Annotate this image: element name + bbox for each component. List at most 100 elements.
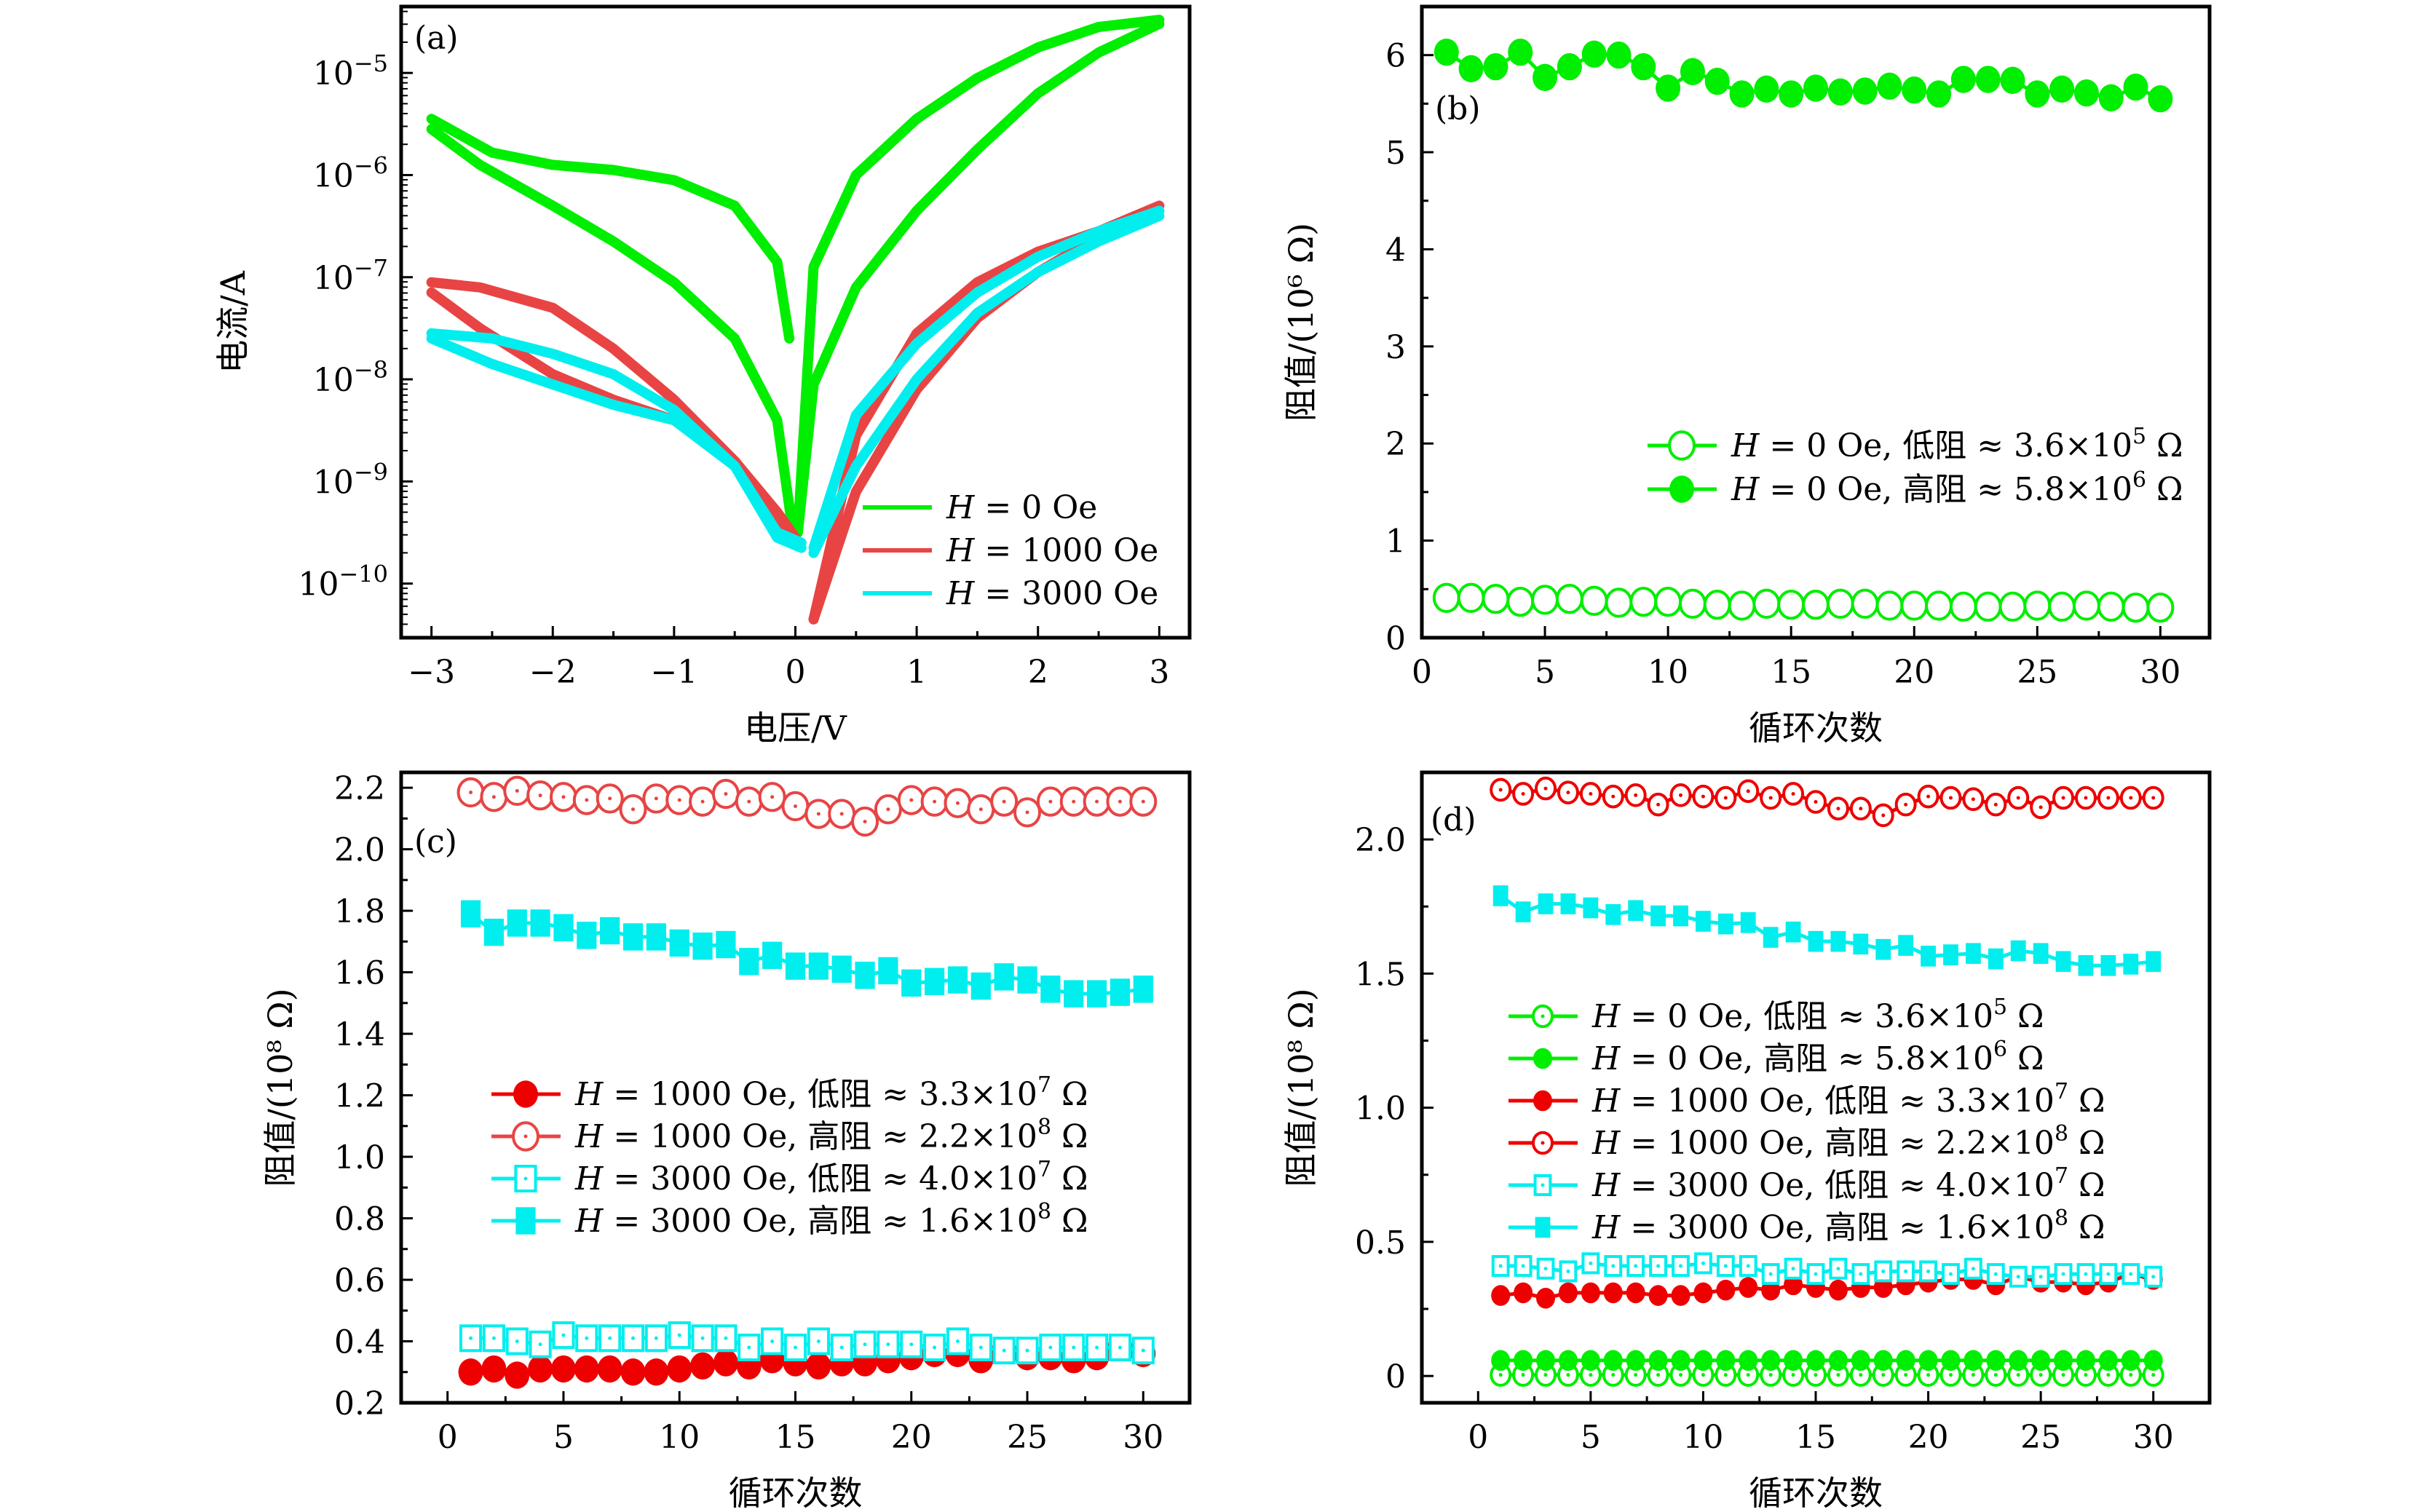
marker-center-dot [1141, 1348, 1145, 1353]
x-tick-label: 0 [786, 654, 806, 691]
x-tick-label: 15 [1795, 1419, 1836, 1456]
iv-curve-h0 [792, 15, 1165, 538]
y-tick-label: 10−5 [313, 50, 388, 92]
marker-filled-square [808, 952, 829, 980]
marker-filled-circle [1536, 1350, 1556, 1372]
marker-center-dot [1072, 799, 1076, 804]
panel-a: −3 −2 −1 0 1 2 3 10−5 10−6 10−7 10−8 10−9 10−10 电压/V 电… [213, 4, 1192, 748]
marker-center-dot [794, 1345, 797, 1350]
marker-center-dot [770, 795, 775, 799]
x-tick-label: 20 [1894, 654, 1934, 691]
marker-filled-circle [1851, 1350, 1870, 1372]
marker-filled-circle [1669, 475, 1694, 503]
marker-center-dot [724, 792, 728, 796]
legend-item: H = 0 Oe, 低阻 ≈ 3.6×105 Ω [1648, 424, 2183, 464]
marker-open-circle [1949, 591, 1977, 622]
marker-center-dot [1589, 1373, 1593, 1377]
marker-center-dot [2061, 1373, 2065, 1377]
marker-open-square-dot [598, 1324, 622, 1353]
marker-filled-circle [1739, 1350, 1758, 1372]
legend-item: H = 0 Oe, 低阻 ≈ 3.6×105 Ω [1508, 994, 2044, 1035]
legend-item: H = 3000 Oe, 低阻 ≈ 4.0×107 Ω [1508, 1163, 2105, 1204]
axis-ticks: 0 5 10 15 20 25 30 0 1 2 3 4 5 6 [1385, 38, 2180, 691]
marker-filled-circle [2143, 1350, 2163, 1372]
marker-filled-square [831, 955, 852, 983]
marker-center-dot [933, 1345, 937, 1350]
marker-center-dot [608, 1336, 612, 1340]
marker-filled-circle [1739, 1277, 1758, 1298]
iv-curve-h3000 [808, 210, 1165, 558]
marker-filled-circle [713, 1349, 738, 1377]
marker-filled-square [1763, 927, 1779, 948]
y-tick-label: 1.2 [334, 1078, 385, 1115]
marker-filled-circle [1761, 1350, 1781, 1372]
marker-open-circle [1668, 430, 1696, 461]
marker-center-dot [1656, 1373, 1661, 1377]
marker-filled-square [2078, 955, 2094, 976]
legend-label: H = 0 Oe, 高阻 ≈ 5.8×106 Ω [1591, 1037, 2044, 1077]
marker-center-dot [909, 1342, 914, 1347]
marker-center-dot [2151, 1373, 2156, 1377]
marker-center-dot [1993, 802, 1998, 807]
marker-filled-square [1086, 980, 1107, 1008]
marker-filled-circle [1693, 1282, 1713, 1304]
marker-center-dot [1948, 1272, 1953, 1276]
plot-frame [1420, 770, 2212, 1405]
panel-label: (a) [414, 20, 459, 57]
legend-item: H = 1000 Oe, 低阻 ≈ 3.3×107 Ω [1508, 1079, 2105, 1120]
marker-filled-square [1943, 944, 1958, 965]
marker-center-dot [2129, 1272, 2133, 1276]
marker-center-dot [2106, 1272, 2111, 1276]
marker-filled-circle [1603, 1350, 1623, 1372]
y-tick-label: 0 [1385, 620, 1406, 657]
x-tick-label: 30 [2133, 1419, 2174, 1456]
marker-center-dot [1971, 1373, 1975, 1377]
marker-center-dot [816, 812, 820, 816]
marker-filled-circle [574, 1355, 599, 1383]
marker-filled-circle [1508, 38, 1533, 66]
marker-open-circle [1531, 585, 1559, 615]
marker-filled-circle [1648, 1350, 1668, 1372]
marker-center-dot [1498, 1264, 1503, 1268]
legend-label: H = 3000 Oe, 低阻 ≈ 4.0×107 Ω [1591, 1163, 2105, 1204]
marker-filled-circle [2025, 80, 2050, 108]
marker-filled-circle [1533, 1090, 1552, 1112]
marker-filled-square [2033, 943, 2049, 965]
marker-filled-square [1673, 905, 1688, 927]
marker-filled-square [785, 952, 806, 980]
marker-center-dot [2038, 1275, 2043, 1279]
marker-center-dot [2106, 1373, 2111, 1377]
marker-filled-square [1650, 905, 1666, 927]
legend-item: H = 1000 Oe, 高阻 ≈ 2.2×108 Ω [1508, 1121, 2105, 1162]
x-tick-label: 0 [438, 1419, 458, 1456]
legend-label: H = 1000 Oe, 低阻 ≈ 3.3×107 Ω [1591, 1079, 2105, 1120]
marker-filled-square [2010, 940, 2026, 962]
marker-filled-circle [1975, 66, 2001, 93]
marker-center-dot [515, 788, 519, 793]
legend-item: H = 0 Oe, 高阻 ≈ 5.8×106 Ω [1648, 467, 2183, 508]
marker-center-dot [863, 1342, 867, 1347]
marker-filled-circle [2098, 84, 2124, 112]
marker-open-circle [1703, 589, 1731, 620]
marker-filled-circle [2123, 74, 2148, 101]
marker-center-dot [1971, 1267, 1975, 1271]
marker-center-dot [469, 790, 473, 794]
marker-filled-square [1898, 935, 1914, 956]
marker-open-circle [1777, 589, 1806, 620]
y-tick-label: 3 [1385, 329, 1406, 366]
marker-filled-square [1696, 911, 1711, 932]
marker-center-dot [1881, 813, 1886, 818]
marker-filled-square [1717, 913, 1733, 935]
marker-center-dot [523, 1176, 528, 1181]
marker-center-dot [1926, 1373, 1931, 1377]
marker-filled-circle [1483, 52, 1508, 81]
marker-filled-circle [1533, 1048, 1552, 1069]
iv-curve-h1000 [426, 287, 801, 548]
iv-curve-h0 [426, 114, 795, 344]
legend: H = 0 Oe, 低阻 ≈ 3.6×105 ΩH = 0 Oe, 高阻 ≈ 5… [1648, 424, 2183, 508]
marker-filled-square [925, 967, 945, 995]
marker-center-dot [1993, 1272, 1998, 1276]
marker-filled-circle [1784, 1350, 1803, 1372]
marker-filled-circle [1533, 63, 1558, 92]
